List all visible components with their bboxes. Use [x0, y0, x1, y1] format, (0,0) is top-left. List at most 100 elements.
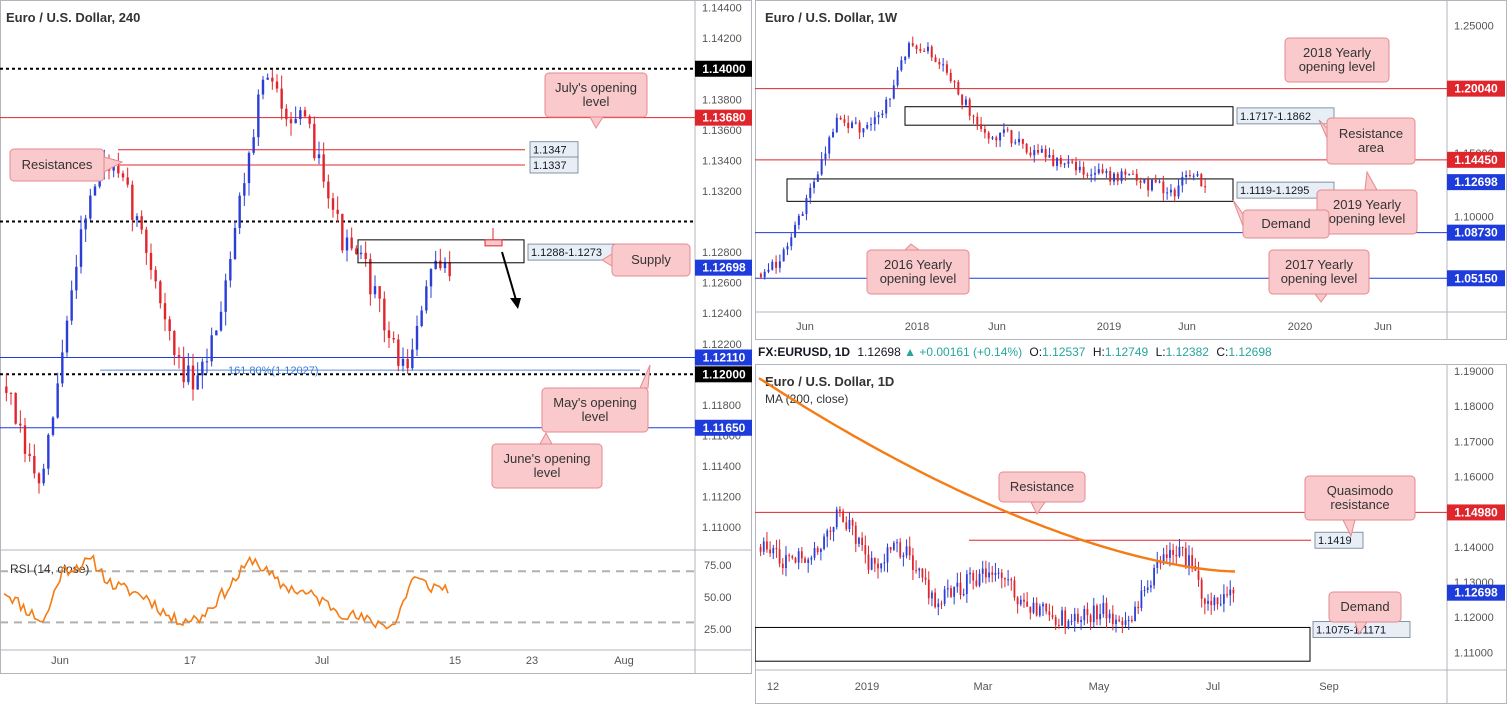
w1-candle — [1147, 179, 1150, 191]
w1-candle — [1014, 142, 1017, 144]
h4-candle — [313, 123, 316, 159]
w1-candle — [809, 187, 812, 199]
h4-callout-supply-box — [611, 243, 691, 277]
h4-candle — [420, 310, 423, 326]
d1-candle — [870, 557, 873, 570]
d1-candle — [1134, 606, 1136, 622]
d1-callout-quasimodo-text: resistance — [1330, 497, 1389, 512]
w1-candle — [1090, 174, 1093, 176]
w1-time-tick: Jun — [988, 321, 1006, 333]
h4-supply-zone — [357, 239, 525, 264]
h4-candle — [168, 319, 171, 332]
w1-callout-2016-text: 2016 Yearly — [884, 257, 952, 272]
d1-candle — [1108, 613, 1111, 619]
h4-candle — [369, 259, 372, 295]
h4-price-tag-bg — [695, 366, 752, 383]
h4-time-tick: 15 — [449, 655, 461, 667]
w1-candle — [1037, 150, 1040, 153]
w1-candle — [794, 224, 797, 238]
h4-candle — [331, 198, 335, 210]
d1-candle — [899, 542, 902, 557]
h4-candle — [299, 110, 302, 120]
d1-price-tick: 1.19000 — [1454, 366, 1494, 378]
w1-callout-2016-text: opening level — [880, 271, 957, 286]
h4-candle — [65, 320, 69, 353]
h4-candle — [336, 209, 339, 214]
h4-price-tick: 1.13400 — [702, 155, 742, 167]
h4-zone-label: 1.1288-1.1273 — [531, 247, 602, 259]
h4-chart[interactable]: 1.14400 1.14200 1.13800 1.13600 1.13400 1.132… — [0, 0, 752, 674]
d1-candle — [1118, 619, 1121, 622]
daily-chart[interactable]: 1.190001.180001.170001.160001.150001.140… — [755, 364, 1507, 704]
h4-candle — [308, 116, 311, 124]
w1-candle — [1173, 189, 1176, 197]
d1-candle — [981, 568, 984, 574]
w1-candle — [813, 181, 816, 188]
h4-candle — [415, 325, 419, 350]
w1-callout-2019-text: opening level — [1329, 211, 1406, 226]
d1-candle — [1181, 546, 1184, 548]
d1-candle — [918, 568, 921, 571]
d1-callout-quasimodo-text: Quasimodo — [1327, 483, 1393, 498]
h4-price-tick: 1.12400 — [702, 308, 742, 320]
d1-candle — [1073, 613, 1076, 621]
w1-price-tick: 1.10000 — [1454, 211, 1494, 223]
h4-callout-supply: Supply — [601, 243, 691, 277]
weekly-chart-panel[interactable]: 1.250001.150001.10000Jun2018Jun2019Jun20… — [755, 0, 1507, 340]
w1-candle — [763, 271, 766, 278]
d1-callout-resistance: Resistance — [998, 471, 1086, 515]
h4-candle — [317, 154, 321, 159]
h4-candle — [70, 290, 73, 321]
d1-candle — [1200, 579, 1203, 599]
h4-candle — [205, 361, 209, 363]
h4-candle — [373, 286, 377, 295]
d1-candle — [1051, 615, 1054, 618]
quote-symbol: FX:EURUSD, 1D — [758, 345, 851, 359]
d1-candle — [1061, 610, 1063, 626]
d1-candle — [772, 548, 775, 554]
w1-candle — [1112, 173, 1115, 182]
h4-candle — [252, 137, 255, 153]
d1-candle — [861, 537, 864, 546]
h4-candle — [47, 434, 50, 469]
d1-candle — [762, 541, 765, 552]
d1-candle-group — [759, 506, 1235, 635]
d1-candle — [845, 522, 848, 530]
w1-callout-demand-pointer — [1232, 199, 1244, 227]
d1-candle — [1226, 594, 1228, 596]
d1-candle — [1048, 611, 1051, 616]
d1-candle — [1089, 615, 1092, 623]
d1-candle — [1000, 572, 1003, 579]
w1-price-tag-bg — [1447, 270, 1505, 287]
d1-candle — [1232, 589, 1235, 594]
h4-chart-panel[interactable]: 1.14400 1.14200 1.13800 1.13600 1.13400 1.132… — [0, 0, 752, 674]
h4-callout-supply-text: Supply — [631, 252, 671, 267]
d1-candle — [908, 546, 911, 556]
w1-candle — [900, 60, 903, 71]
w1-zone-label: 1.1119-1.1295 — [1240, 185, 1309, 197]
d1-candle — [829, 530, 832, 532]
d1-price-tag: 1.14980 — [1454, 505, 1498, 519]
w1-candle — [999, 132, 1002, 141]
quote-high-label: H: — [1092, 345, 1105, 359]
d1-time-tick: May — [1089, 681, 1110, 693]
d1-candle — [769, 549, 772, 554]
h4-candle — [154, 269, 157, 282]
w1-callout-2016-box — [866, 249, 970, 295]
daily-chart-panel[interactable]: 1.190001.180001.170001.160001.150001.140… — [755, 364, 1507, 704]
h4-candle — [341, 213, 344, 251]
w1-time-tick: Jun — [796, 321, 814, 333]
d1-candle — [1096, 605, 1098, 620]
h4-candle — [247, 152, 251, 184]
d1-candle — [778, 549, 781, 564]
h4-candle — [182, 356, 185, 383]
d1-candle — [915, 570, 917, 572]
w1-candle — [980, 124, 983, 129]
h4-candle — [210, 335, 213, 362]
weekly-chart[interactable]: 1.250001.150001.10000Jun2018Jun2019Jun20… — [755, 0, 1507, 340]
h4-candle — [257, 94, 260, 138]
d1-candle — [978, 573, 981, 586]
w1-candle — [1200, 174, 1203, 187]
d1-candle — [1083, 609, 1086, 621]
